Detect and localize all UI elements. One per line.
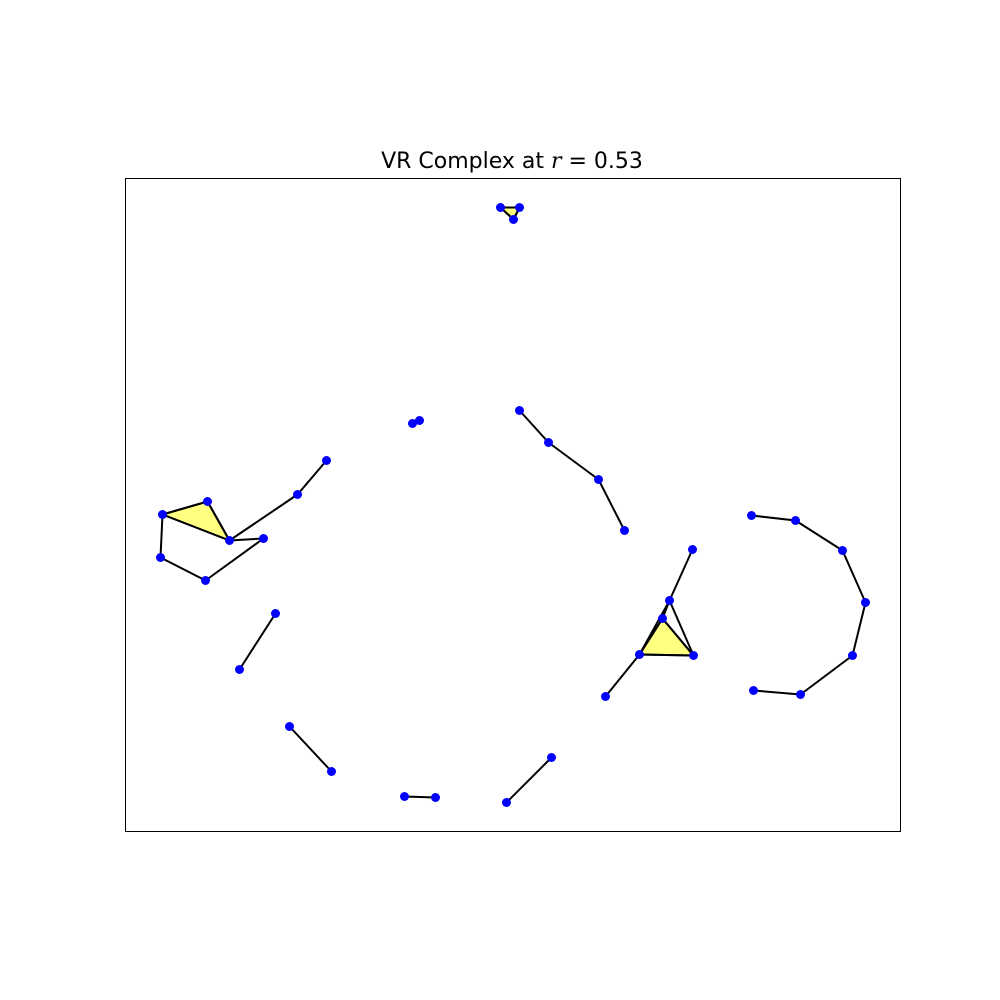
vertex-27 (658, 614, 667, 623)
vertex-29 (689, 651, 698, 660)
vertex-32 (791, 516, 800, 525)
edge-16 (238, 612, 277, 671)
vertex-34 (861, 598, 870, 607)
edge-9 (229, 537, 264, 542)
vertex-24 (502, 798, 511, 807)
edge-28 (751, 514, 796, 522)
vertex-0 (496, 203, 505, 212)
edge-14 (206, 501, 231, 541)
vertex-21 (400, 792, 409, 801)
edge-33 (753, 689, 801, 696)
edge-17 (288, 725, 333, 773)
vertex-23 (547, 753, 556, 762)
vertex-37 (749, 686, 758, 695)
vertex-1 (515, 203, 524, 212)
edge-29 (794, 519, 844, 552)
vertex-25 (688, 545, 697, 554)
vertex-2 (509, 215, 518, 224)
edge-4 (518, 409, 550, 444)
vertex-18 (235, 665, 244, 674)
edge-13 (162, 513, 230, 542)
vertex-12 (203, 497, 212, 506)
vertex-16 (225, 536, 234, 545)
vertex-22 (431, 793, 440, 802)
edge-6 (597, 479, 626, 531)
vertex-19 (285, 722, 294, 731)
vertex-layer (156, 203, 870, 807)
chart-title: VR Complex at r = 0.53 (381, 149, 643, 174)
vertex-17 (271, 609, 280, 618)
vertex-13 (158, 510, 167, 519)
axes-frame (125, 178, 901, 832)
title-variable: r (551, 149, 563, 174)
vertex-4 (415, 416, 424, 425)
edge-8 (228, 493, 299, 542)
edge-26 (638, 600, 671, 655)
edge-12 (159, 514, 164, 558)
edge-15 (162, 500, 208, 516)
vertex-26 (665, 596, 674, 605)
edge-25 (668, 600, 695, 656)
edge-30 (841, 550, 867, 603)
vertex-31 (747, 511, 756, 520)
edge-23 (639, 653, 694, 657)
vertex-7 (594, 475, 603, 484)
edge-32 (799, 654, 854, 696)
edge-5 (547, 441, 600, 481)
edge-20 (668, 549, 694, 601)
vertex-10 (293, 490, 302, 499)
edge-31 (851, 602, 867, 656)
title-suffix: = 0.53 (562, 149, 643, 174)
vertex-5 (515, 406, 524, 415)
vertex-15 (201, 576, 210, 585)
edge-24 (661, 617, 695, 657)
vertex-8 (620, 526, 629, 535)
vertex-35 (848, 651, 857, 660)
vertex-6 (544, 438, 553, 447)
vertex-28 (635, 650, 644, 659)
vertex-9 (322, 456, 331, 465)
title-prefix: VR Complex at (381, 149, 551, 174)
plot-area (156, 203, 870, 807)
vertex-33 (838, 546, 847, 555)
edge-27 (604, 653, 641, 698)
edge-10 (204, 537, 265, 582)
edge-7 (296, 459, 328, 496)
edge-11 (160, 556, 206, 582)
vertex-11 (259, 534, 268, 543)
edge-18 (404, 795, 436, 799)
vertex-14 (156, 553, 165, 562)
vertex-20 (327, 767, 336, 776)
vertex-3 (408, 419, 417, 428)
vertex-36 (796, 690, 805, 699)
vertex-30 (601, 692, 610, 701)
edge-19 (505, 756, 553, 804)
